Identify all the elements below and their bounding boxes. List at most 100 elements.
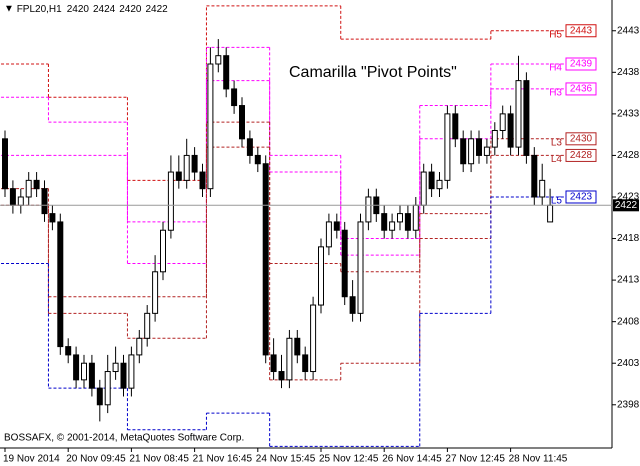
candle-body (547, 204, 554, 223)
candle-body (412, 204, 419, 231)
x-tick-label: 21 Nov 16:45 (193, 454, 253, 465)
y-tick-label: 2403 (617, 358, 640, 369)
level-box (565, 148, 597, 162)
y-tick-label: 2398 (617, 399, 640, 410)
x-tick-label: 26 Nov 14:45 (382, 454, 442, 465)
candle-body (286, 337, 293, 381)
header-close: 2422 (145, 4, 168, 15)
candle-body (144, 312, 151, 339)
candle-body (523, 80, 530, 156)
x-tick-label: 27 Nov 12:45 (445, 454, 505, 465)
candle-body (333, 221, 340, 231)
candle-body (349, 296, 356, 314)
level-box (565, 132, 597, 146)
level-value: 2436 (570, 84, 593, 95)
candle-body (318, 246, 324, 306)
candle-body (104, 371, 111, 406)
candle-body (128, 354, 135, 389)
level-box (565, 24, 597, 38)
candle-body (515, 80, 522, 148)
candle-body (397, 213, 403, 223)
candle-body (207, 63, 214, 190)
candle-body (25, 179, 32, 198)
y-tick-label: 2443 (617, 25, 640, 36)
candle-body (41, 188, 48, 215)
level-name: L3 (551, 137, 563, 148)
y-tick-label: 2433 (617, 109, 640, 120)
x-tick-label: 28 Nov 11:45 (509, 454, 568, 465)
candle-body (81, 362, 87, 381)
candle-body (215, 55, 222, 65)
candle-body (302, 354, 309, 373)
copyright: BOSSAFX, © 2001-2014, MetaQuotes Softwar… (4, 433, 244, 444)
price-label: 2422 (615, 200, 638, 211)
x-tick-label: 24 Nov 15:45 (256, 454, 316, 465)
candle-body (231, 88, 238, 107)
candle-body (341, 229, 348, 298)
x-tick-label: 25 Nov 12:45 (319, 454, 379, 465)
candle-body (428, 171, 435, 190)
chart-title: Camarilla "Pivot Points" (289, 64, 457, 81)
candle-body (2, 138, 8, 190)
candle-body (112, 362, 119, 373)
level-name: L4 (551, 154, 563, 165)
candle-body (325, 221, 332, 248)
level-value: 2430 (570, 133, 593, 144)
candle-body (539, 179, 546, 198)
candle-body (404, 213, 411, 231)
header-high: 2424 (93, 4, 116, 15)
candle-body (491, 129, 498, 148)
candle-body (499, 113, 506, 131)
y-tick-label: 2428 (617, 150, 640, 161)
price-box (613, 199, 639, 212)
y-tick-label: 2423 (617, 192, 640, 203)
candle-body (191, 154, 198, 173)
candle-body (476, 138, 482, 156)
header-open: 2420 (67, 4, 90, 15)
candle-body (262, 163, 269, 356)
x-tick-label: 21 Nov 08:45 (129, 454, 189, 465)
chart-header: ▼ FPL20,H1 2420 2424 2420 2422 (4, 4, 168, 15)
candle-body (73, 354, 80, 381)
level-box (565, 190, 597, 204)
candle-body (183, 154, 190, 181)
y-tick-label: 2438 (617, 67, 640, 78)
candle-body (167, 171, 174, 231)
level-box (565, 57, 597, 71)
candle-body (436, 179, 443, 190)
candle-body (270, 354, 277, 373)
candle-body (468, 138, 475, 165)
candle-body (278, 371, 285, 381)
candle-body (254, 154, 261, 165)
candle-body (310, 304, 317, 373)
candle-body (357, 221, 364, 314)
y-tick-label: 2408 (617, 316, 640, 327)
candle-body (17, 196, 24, 206)
level-value: 2443 (570, 25, 593, 36)
candle-body (460, 138, 467, 165)
candle-body (531, 154, 538, 198)
candle-body (365, 196, 372, 223)
symbol: FPL20,H1 (17, 4, 62, 15)
x-tick-label: 19 Nov 2014 (3, 454, 60, 465)
level-value: 2439 (570, 59, 593, 70)
candle-body (420, 171, 427, 206)
candle-body (9, 188, 16, 206)
y-tick-label: 2413 (617, 275, 640, 286)
candle-body (294, 337, 301, 356)
level-name: H5 (549, 29, 562, 40)
candle-body (381, 213, 388, 231)
candle-body (246, 138, 253, 156)
level-name: L5 (551, 196, 563, 207)
y-tick-label: 2418 (617, 233, 640, 244)
level-name: H4 (549, 63, 562, 74)
level-value: 2423 (570, 192, 593, 203)
candle-body (239, 105, 245, 140)
header-low: 2420 (119, 4, 142, 15)
candle-body (389, 221, 396, 231)
candle-body (152, 271, 159, 314)
candle-body (507, 113, 514, 148)
candle-body (49, 213, 56, 223)
